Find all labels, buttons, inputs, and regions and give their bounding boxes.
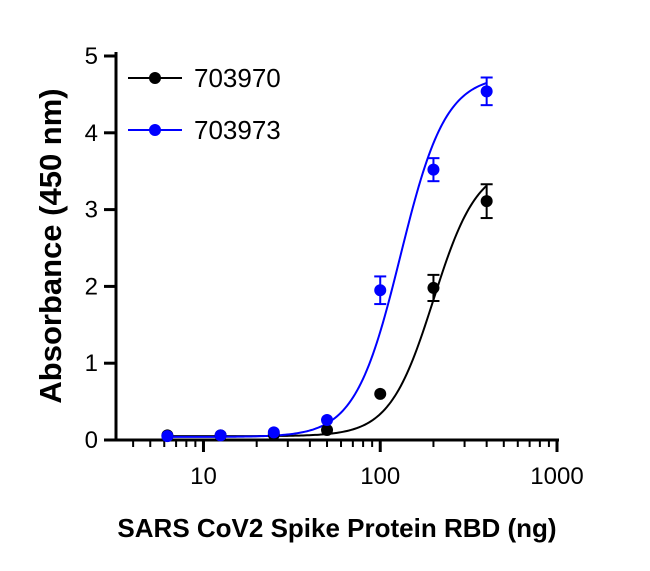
x-tick-label: 100 bbox=[360, 463, 400, 490]
data-point bbox=[374, 387, 387, 400]
legend-marker bbox=[149, 72, 161, 84]
legend-label: 703970 bbox=[194, 63, 281, 93]
legend: 703970 703973 bbox=[128, 63, 281, 145]
data-point bbox=[161, 430, 174, 443]
y-tick-label: 1 bbox=[85, 350, 98, 377]
x-tick-label: 10 bbox=[190, 463, 217, 490]
y-axis-title: Absorbance (450 nm) bbox=[33, 88, 68, 403]
y-tick-label: 2 bbox=[85, 273, 98, 300]
legend-label: 703973 bbox=[194, 115, 281, 145]
legend-marker bbox=[149, 124, 161, 136]
data-points bbox=[161, 85, 493, 443]
data-point bbox=[480, 85, 493, 98]
y-tick-label: 5 bbox=[85, 43, 98, 70]
x-axis-title: SARS CoV2 Spike Protein RBD (ng) bbox=[117, 513, 556, 543]
data-point bbox=[427, 281, 440, 294]
y-tick-label: 3 bbox=[85, 197, 98, 224]
x-ticks: 10 100 1000 bbox=[132, 440, 584, 490]
data-point bbox=[321, 414, 334, 427]
x-tick-label: 1000 bbox=[530, 463, 583, 490]
data-point bbox=[480, 195, 493, 208]
y-tick-label: 0 bbox=[85, 427, 98, 454]
data-point bbox=[427, 163, 440, 176]
data-point bbox=[374, 284, 387, 297]
y-ticks: 0 1 2 3 4 5 bbox=[85, 43, 116, 454]
axes bbox=[114, 52, 559, 442]
data-point bbox=[267, 426, 280, 439]
data-point bbox=[214, 429, 227, 442]
error-bars bbox=[374, 76, 493, 306]
y-tick-label: 4 bbox=[85, 120, 98, 147]
data-point bbox=[321, 424, 334, 437]
fit-curve-703970 bbox=[167, 184, 488, 438]
